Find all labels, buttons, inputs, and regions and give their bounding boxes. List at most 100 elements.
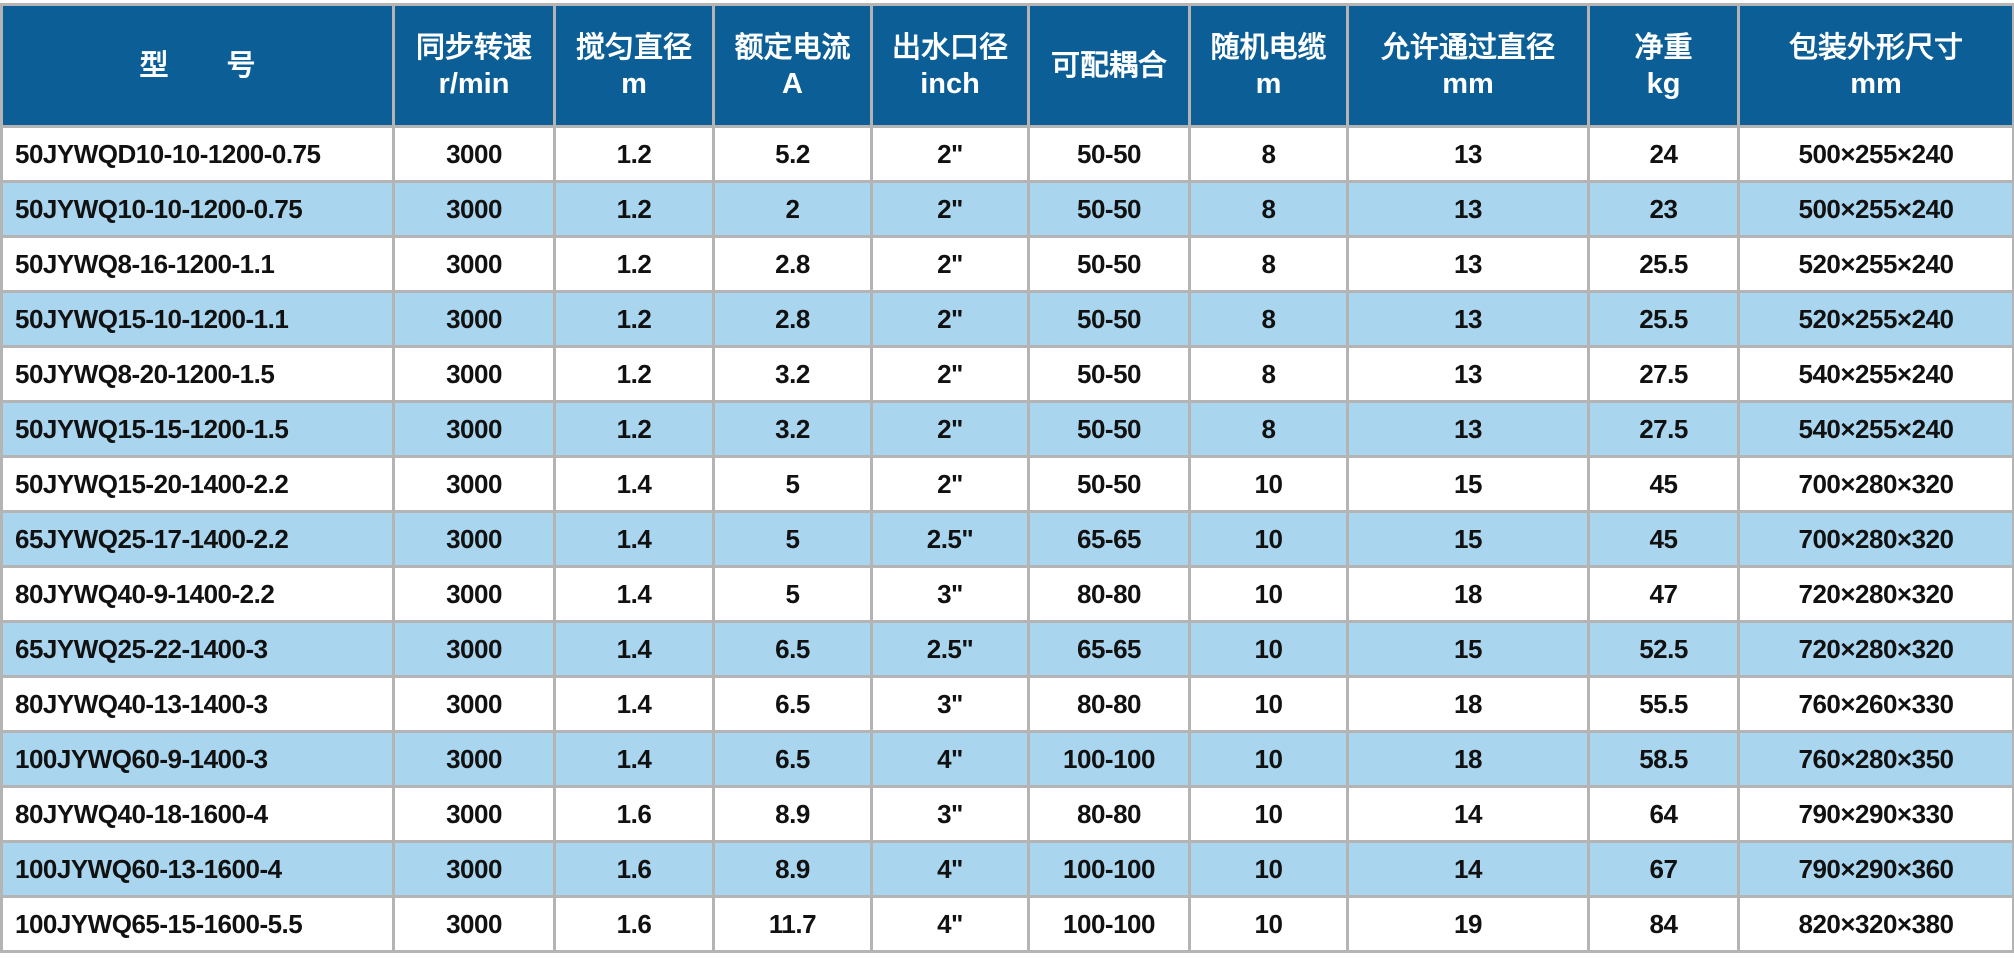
cell-cable-length: 10 <box>1188 510 1349 568</box>
cell-model: 50JYWQ10-10-1200-0.75 <box>0 180 395 238</box>
cell-cable-length: 10 <box>1188 895 1349 953</box>
cell-package-size: 790×290×360 <box>1737 840 2014 898</box>
header-title: 可配耦合 <box>1050 49 1167 82</box>
header-unit: kg <box>1646 67 1681 100</box>
cell-net-weight: 45 <box>1587 455 1740 513</box>
header-unit: inch <box>920 67 980 100</box>
cell-rated-current: 3.2 <box>712 400 873 458</box>
cell-package-size: 540×255×240 <box>1737 345 2014 403</box>
cell-outlet-diameter: 2" <box>870 345 1030 403</box>
cell-outlet-diameter: 2" <box>870 455 1030 513</box>
cell-stir-diameter: 1.4 <box>553 455 715 513</box>
cell-model: 100JYWQ65-15-1600-5.5 <box>0 895 395 953</box>
cell-cable-length: 10 <box>1188 785 1349 843</box>
cell-pass-diameter: 15 <box>1346 455 1590 513</box>
cell-rated-current: 3.2 <box>712 345 873 403</box>
cell-rated-current: 6.5 <box>712 730 873 788</box>
cell-outlet-diameter: 4" <box>870 895 1030 953</box>
table-row: 100JYWQ60-13-1600-4 3000 1.6 8.9 4" 100-100 10… <box>0 840 2014 898</box>
header-unit: r/min <box>438 67 510 100</box>
cell-package-size: 760×260×330 <box>1737 675 2014 733</box>
cell-net-weight: 25.5 <box>1587 235 1740 293</box>
header-package-size: 包装外形尺寸 mm <box>1737 3 2014 128</box>
cell-package-size: 520×255×240 <box>1737 235 2014 293</box>
header-unit: m <box>1255 67 1282 100</box>
cell-cable-length: 8 <box>1188 235 1349 293</box>
cell-net-weight: 67 <box>1587 840 1740 898</box>
cell-stir-diameter: 1.6 <box>553 895 715 953</box>
header-unit: m <box>621 67 647 100</box>
header-model: 型 号 <box>0 3 395 128</box>
cell-outlet-diameter: 2" <box>870 290 1030 348</box>
cell-stir-diameter: 1.2 <box>553 235 715 293</box>
cell-stir-diameter: 1.2 <box>553 345 715 403</box>
header-unit: mm <box>1442 67 1494 100</box>
cell-cable-length: 10 <box>1188 565 1349 623</box>
cell-outlet-diameter: 3" <box>870 785 1030 843</box>
cell-package-size: 820×320×380 <box>1737 895 2014 953</box>
cell-pass-diameter: 18 <box>1346 675 1590 733</box>
cell-package-size: 720×280×320 <box>1737 565 2014 623</box>
cell-cable-length: 10 <box>1188 455 1349 513</box>
cell-model: 65JYWQ25-22-1400-3 <box>0 620 395 678</box>
cell-speed: 3000 <box>392 620 556 678</box>
cell-package-size: 720×280×320 <box>1737 620 2014 678</box>
cell-stir-diameter: 1.4 <box>553 675 715 733</box>
cell-rated-current: 11.7 <box>712 895 873 953</box>
cell-rated-current: 8.9 <box>712 785 873 843</box>
cell-stir-diameter: 1.6 <box>553 840 715 898</box>
cell-net-weight: 27.5 <box>1587 400 1740 458</box>
cell-rated-current: 6.5 <box>712 675 873 733</box>
header-net-weight: 净重 kg <box>1587 3 1740 128</box>
cell-net-weight: 55.5 <box>1587 675 1740 733</box>
cell-model: 80JYWQ40-18-1600-4 <box>0 785 395 843</box>
cell-outlet-diameter: 2" <box>870 125 1030 183</box>
cell-model: 50JYWQ15-10-1200-1.1 <box>0 290 395 348</box>
cell-pass-diameter: 13 <box>1346 290 1590 348</box>
header-cable-length: 随机电缆 m <box>1188 3 1349 128</box>
cell-net-weight: 47 <box>1587 565 1740 623</box>
cell-net-weight: 64 <box>1587 785 1740 843</box>
cell-model: 80JYWQ40-9-1400-2.2 <box>0 565 395 623</box>
table-row: 100JYWQ65-15-1600-5.5 3000 1.6 11.7 4" 100-10… <box>0 895 2014 953</box>
header-row: 型 号同步转速 r/min 搅匀直径 m 额定电流 A 出水口径 inch 可配耦合 随机电缆 m 允… <box>0 3 2014 128</box>
cell-coupling: 100-100 <box>1027 730 1191 788</box>
cell-coupling: 50-50 <box>1027 345 1191 403</box>
header-stir-diameter: 搅匀直径 m <box>553 3 715 128</box>
table-row: 50JYWQD10-10-1200-0.75 3000 1.2 5.2 2" 50-50 8… <box>0 125 2014 183</box>
cell-speed: 3000 <box>392 675 556 733</box>
table-row: 80JYWQ40-13-1400-3 3000 1.4 6.5 3" 80-80 10 18 5… <box>0 675 2014 733</box>
cell-outlet-diameter: 3" <box>870 565 1030 623</box>
cell-speed: 3000 <box>392 180 556 238</box>
cell-model: 50JYWQ15-15-1200-1.5 <box>0 400 395 458</box>
cell-rated-current: 8.9 <box>712 840 873 898</box>
cell-cable-length: 10 <box>1188 840 1349 898</box>
table-row: 50JYWQ8-16-1200-1.1 3000 1.2 2.8 2" 50-50 8 13 2… <box>0 235 2014 293</box>
table-row: 50JYWQ15-15-1200-1.5 3000 1.2 3.2 2" 50-50 8 13… <box>0 400 2014 458</box>
table-row: 50JYWQ15-20-1400-2.2 3000 1.4 5 2" 50-50 10 15 4… <box>0 455 2014 513</box>
cell-outlet-diameter: 2" <box>870 400 1030 458</box>
cell-coupling: 50-50 <box>1027 180 1191 238</box>
table-row: 50JYWQ8-20-1200-1.5 3000 1.2 3.2 2" 50-50 8 13 2… <box>0 345 2014 403</box>
header-speed: 同步转速 r/min <box>392 3 556 128</box>
cell-coupling: 50-50 <box>1027 400 1191 458</box>
cell-package-size: 500×255×240 <box>1737 125 2014 183</box>
header-unit: mm <box>1850 67 1902 100</box>
header-coupling: 可配耦合 <box>1027 3 1191 128</box>
cell-rated-current: 5.2 <box>712 125 873 183</box>
cell-stir-diameter: 1.2 <box>553 180 715 238</box>
header-title: 搅匀直径 <box>575 31 692 64</box>
pump-spec-table: 型 号同步转速 r/min 搅匀直径 m 额定电流 A 出水口径 inch 可配耦合 随机电缆 m 允… <box>0 3 2014 953</box>
cell-speed: 3000 <box>392 345 556 403</box>
cell-pass-diameter: 13 <box>1346 235 1590 293</box>
cell-package-size: 790×290×330 <box>1737 785 2014 843</box>
cell-outlet-diameter: 3" <box>870 675 1030 733</box>
header-title: 允许通过直径 <box>1380 31 1555 64</box>
cell-speed: 3000 <box>392 895 556 953</box>
table-row: 65JYWQ25-22-1400-3 3000 1.4 6.5 2.5" 65-65 10 1… <box>0 620 2014 678</box>
table-row: 65JYWQ25-17-1400-2.2 3000 1.4 5 2.5" 65-65 10 1… <box>0 510 2014 568</box>
header-pass-diameter: 允许通过直径 mm <box>1346 3 1590 128</box>
cell-net-weight: 24 <box>1587 125 1740 183</box>
cell-pass-diameter: 13 <box>1346 180 1590 238</box>
cell-model: 100JYWQ60-13-1600-4 <box>0 840 395 898</box>
